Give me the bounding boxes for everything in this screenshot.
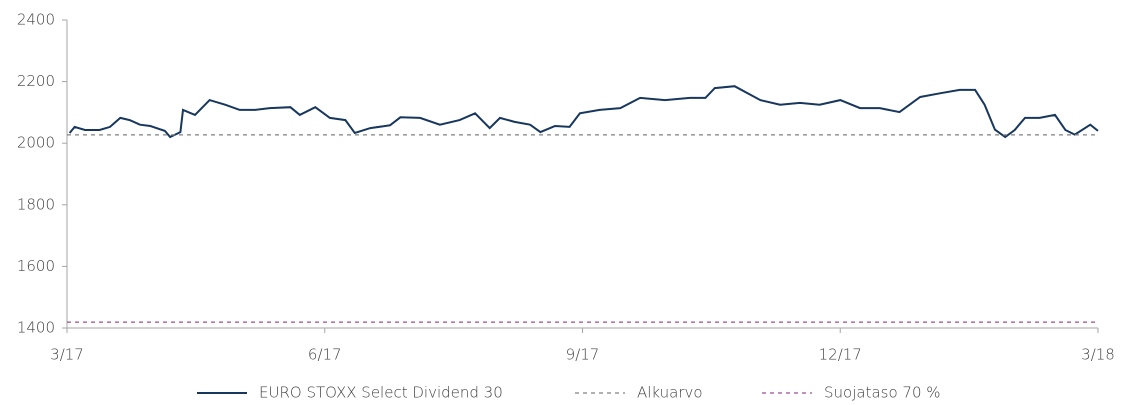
y-tick-label: 1800: [17, 195, 55, 213]
y-tick-label: 1400: [17, 319, 55, 337]
x-tick-label: 6/17: [308, 346, 342, 364]
y-tick-label: 2000: [17, 134, 55, 152]
x-tick-label: 3/17: [50, 346, 84, 364]
y-tick-label: 1600: [17, 257, 55, 275]
legend-label: Alkuarvo: [637, 384, 703, 402]
x-tick-label: 12/17: [819, 346, 862, 364]
y-tick-label: 2400: [17, 11, 55, 29]
x-tick-label: 3/18: [1081, 346, 1115, 364]
legend-label: EURO STOXX Select Dividend 30: [259, 384, 503, 402]
series-line: [68, 85, 1099, 139]
legend-label: Suojataso 70 %: [824, 384, 941, 402]
y-tick-label: 2200: [17, 72, 55, 90]
x-tick-label: 9/17: [566, 346, 600, 364]
